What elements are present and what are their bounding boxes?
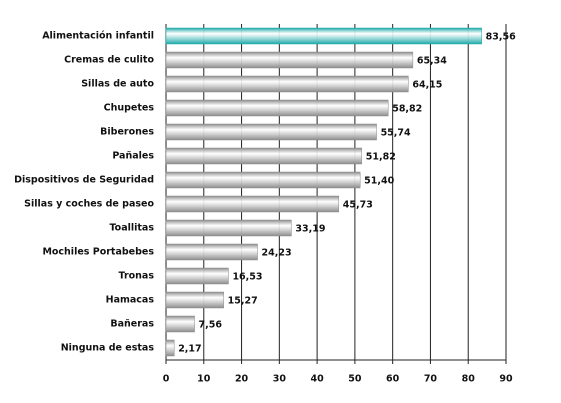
bar (165, 219, 292, 237)
bar (165, 243, 258, 261)
value-label: 45,73 (343, 200, 373, 211)
value-label: 58,82 (392, 104, 422, 115)
value-label: 2,17 (178, 344, 201, 355)
x-tick-label: 10 (197, 374, 211, 385)
y-tick-label: Pañales (112, 151, 154, 162)
x-tick-label: 70 (424, 374, 438, 385)
value-label: 64,15 (412, 80, 442, 91)
value-label: 15,27 (228, 296, 258, 307)
value-label: 24,23 (262, 248, 292, 259)
y-tick-label: Toallitas (109, 223, 154, 234)
bar (165, 267, 229, 285)
value-label: 51,40 (364, 176, 394, 187)
bar (165, 99, 389, 117)
bar (165, 27, 482, 45)
bar (165, 171, 361, 189)
bar (165, 339, 175, 357)
x-tick-label: 80 (462, 374, 476, 385)
x-tick-label: 40 (310, 374, 324, 385)
y-tick-label: Tronas (119, 271, 155, 282)
bar (165, 75, 409, 93)
y-tick-label: Sillas de auto (81, 79, 154, 90)
x-tick-label: 30 (273, 374, 287, 385)
bar (165, 195, 340, 213)
y-tick-label: Bañeras (110, 319, 154, 330)
y-tick-label: Alimentación infantil (42, 31, 154, 42)
value-label: 65,34 (417, 56, 447, 67)
x-tick-label: 90 (499, 374, 513, 385)
x-tick-label: 60 (386, 374, 400, 385)
bar (165, 315, 195, 333)
y-tick-label: Chupetes (104, 103, 155, 114)
y-tick-label: Biberones (100, 127, 154, 138)
value-label: 16,53 (232, 272, 262, 283)
y-tick-label: Cremas de culito (64, 55, 154, 66)
y-tick-label: Hamacas (106, 295, 155, 306)
value-label: 33,19 (295, 224, 325, 235)
value-label: 51,82 (366, 152, 396, 163)
x-tick-label: 20 (235, 374, 249, 385)
bar (165, 51, 414, 69)
bar (165, 291, 224, 309)
y-tick-label: Ninguna de estas (61, 343, 155, 354)
value-label: 7,56 (199, 320, 223, 331)
y-tick-label: Sillas y coches de paseo (24, 199, 154, 210)
y-tick-label: Dispositivos de Seguridad (14, 175, 154, 186)
y-tick-label: Mochiles Portabebes (42, 247, 154, 258)
value-label: 83,56 (486, 32, 516, 43)
x-tick-label: 50 (348, 374, 362, 385)
x-tick-label: 0 (163, 374, 170, 385)
bar (165, 147, 363, 165)
bar (165, 123, 377, 141)
value-label: 55,74 (381, 128, 411, 139)
